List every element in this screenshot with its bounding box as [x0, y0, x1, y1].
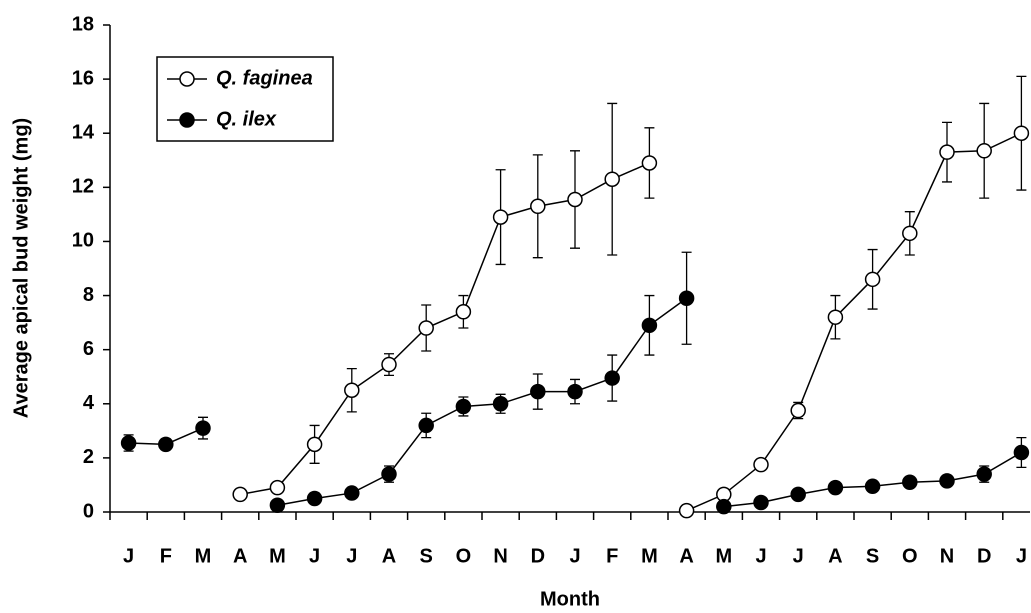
x-tick-label: J [1016, 545, 1027, 567]
data-point [344, 382, 360, 398]
x-tick-label: M [269, 545, 286, 567]
y-axis-label: Average apical bud weight (mg) [10, 118, 32, 418]
data-point [120, 435, 137, 451]
data-point [604, 370, 620, 386]
data-point [902, 474, 918, 490]
x-axis-label: Month [540, 588, 600, 610]
data-point [567, 383, 583, 400]
y-tick-label: 14 [72, 122, 95, 144]
legend-marker [179, 112, 195, 128]
data-point [864, 478, 881, 495]
data-point [753, 494, 769, 511]
x-tick-label: A [828, 545, 842, 567]
data-point [641, 155, 658, 171]
y-tick-label: 8 [83, 284, 94, 306]
x-tick-label: J [755, 545, 766, 567]
data-point [1013, 125, 1030, 141]
data-point [864, 271, 881, 288]
y-tick-label: 6 [83, 338, 94, 360]
data-point [753, 456, 769, 473]
y-tick-label: 4 [83, 392, 95, 414]
data-point [827, 479, 844, 496]
y-tick-label: 16 [72, 67, 94, 89]
x-tick-label: O [456, 545, 472, 567]
data-point [939, 473, 955, 489]
data-point [269, 479, 286, 496]
x-tick-label: D [531, 545, 545, 567]
x-tick-label: J [309, 545, 320, 567]
y-tick-label: 18 [72, 13, 94, 35]
x-tick-label: J [346, 545, 357, 567]
y-tick-label: 10 [72, 230, 94, 252]
x-tick-label: A [233, 545, 247, 567]
data-point [827, 309, 844, 325]
data-point [306, 436, 323, 453]
data-point [678, 502, 695, 519]
data-point [902, 225, 918, 242]
data-point [455, 304, 472, 320]
y-tick-label: 0 [83, 500, 94, 522]
data-point [381, 356, 397, 373]
x-tick-label: F [160, 545, 172, 567]
x-tick-label: D [977, 545, 991, 567]
x-tick-label: M [715, 545, 732, 567]
data-point [344, 485, 360, 501]
data-point [716, 498, 732, 515]
legend-label: Q. faginea [216, 67, 313, 89]
data-point [641, 317, 658, 334]
data-point [1013, 444, 1030, 461]
data-point [939, 144, 955, 160]
data-point [530, 198, 546, 215]
data-point [158, 436, 174, 453]
data-point [492, 396, 509, 412]
data-point [306, 490, 323, 507]
data-point [455, 398, 472, 415]
x-tick-label: N [493, 545, 507, 567]
x-tick-label: A [382, 545, 396, 567]
data-point [232, 486, 248, 503]
legend-marker [179, 71, 195, 87]
data-point [418, 417, 434, 434]
x-tick-label: S [866, 545, 879, 567]
x-tick-label: J [793, 545, 804, 567]
x-tick-label: F [606, 545, 618, 567]
x-tick-label: S [420, 545, 433, 567]
x-tick-label: O [902, 545, 918, 567]
data-point [530, 383, 546, 400]
x-tick-label: M [195, 545, 212, 567]
x-tick-label: J [569, 545, 580, 567]
data-point [976, 466, 992, 482]
data-point [418, 320, 434, 336]
x-tick-label: N [940, 545, 954, 567]
data-point [678, 290, 695, 307]
data-point [790, 402, 806, 419]
y-tick-label: 2 [83, 446, 94, 468]
series-line [240, 132, 1022, 512]
data-point [567, 191, 583, 208]
data-point [195, 420, 211, 436]
data-point [381, 466, 397, 482]
data-point [492, 209, 509, 225]
x-tick-label: J [123, 545, 134, 567]
y-tick-label: 12 [72, 176, 94, 198]
legend-label: Q. ilex [216, 108, 277, 130]
x-tick-label: M [641, 545, 658, 567]
data-point [604, 171, 620, 187]
x-tick-label: A [679, 545, 693, 567]
data-point [269, 497, 286, 513]
data-point [976, 143, 992, 159]
data-point [790, 486, 806, 503]
